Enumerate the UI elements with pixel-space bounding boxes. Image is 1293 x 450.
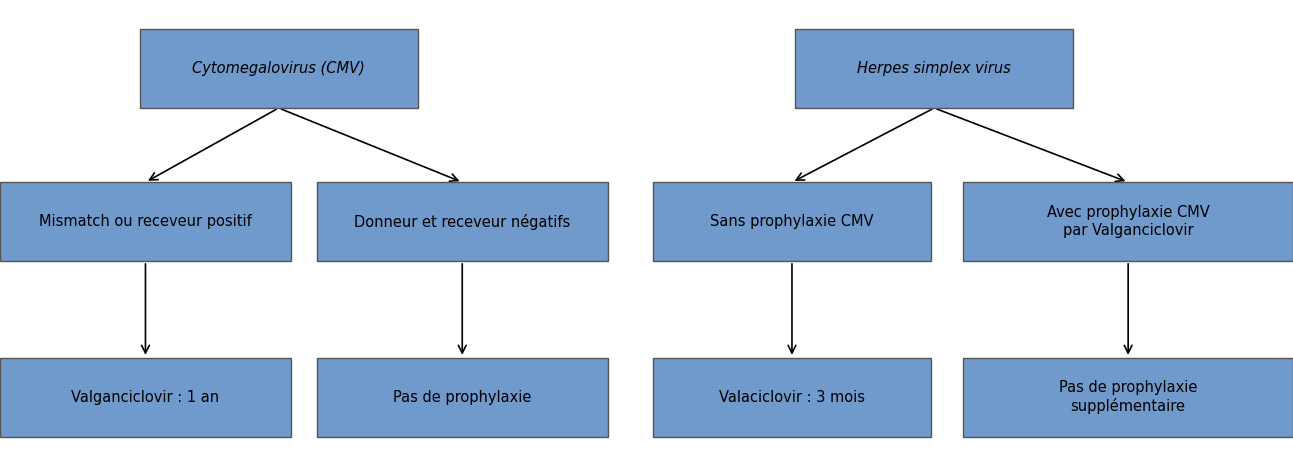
Text: Sans prophylaxie CMV: Sans prophylaxie CMV <box>710 214 874 229</box>
FancyBboxPatch shape <box>963 358 1293 436</box>
Text: Avec prophylaxie CMV
par Valganciclovir: Avec prophylaxie CMV par Valganciclovir <box>1047 206 1209 238</box>
FancyBboxPatch shape <box>653 182 931 261</box>
Text: Valaciclovir : 3 mois: Valaciclovir : 3 mois <box>719 390 865 405</box>
Text: Donneur et receveur négatifs: Donneur et receveur négatifs <box>354 214 570 230</box>
Text: Pas de prophylaxie
supplémentaire: Pas de prophylaxie supplémentaire <box>1059 380 1197 414</box>
FancyBboxPatch shape <box>317 358 608 436</box>
FancyBboxPatch shape <box>0 358 291 436</box>
Text: Valganciclovir : 1 an: Valganciclovir : 1 an <box>71 390 220 405</box>
FancyBboxPatch shape <box>0 182 291 261</box>
Text: Herpes simplex virus: Herpes simplex virus <box>857 61 1011 76</box>
Text: Mismatch ou receveur positif: Mismatch ou receveur positif <box>39 214 252 229</box>
FancyBboxPatch shape <box>317 182 608 261</box>
Text: Pas de prophylaxie: Pas de prophylaxie <box>393 390 531 405</box>
FancyBboxPatch shape <box>963 182 1293 261</box>
FancyBboxPatch shape <box>653 358 931 436</box>
FancyBboxPatch shape <box>140 29 418 108</box>
FancyBboxPatch shape <box>795 29 1073 108</box>
Text: Cytomegalovirus (CMV): Cytomegalovirus (CMV) <box>193 61 365 76</box>
